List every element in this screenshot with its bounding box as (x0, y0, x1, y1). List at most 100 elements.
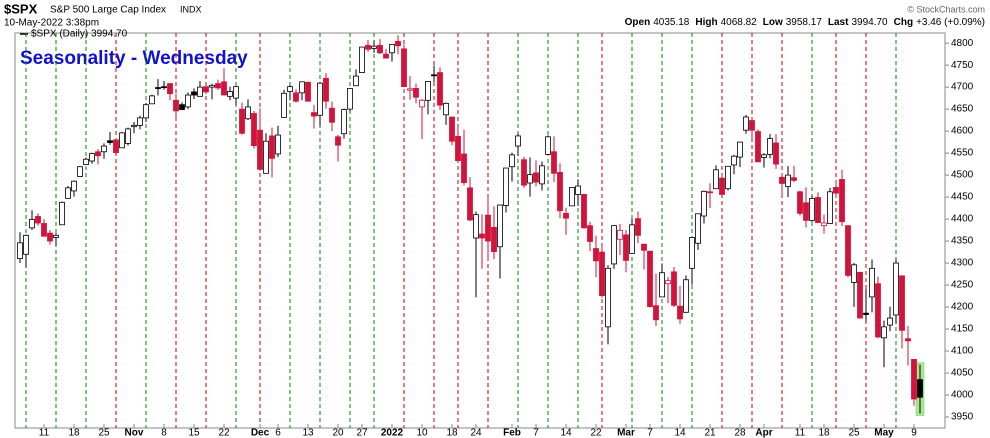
candle-body (173, 99, 179, 112)
quote-label: High (695, 17, 717, 28)
candle-body (395, 40, 401, 47)
candle-body (431, 74, 437, 77)
y-tick-label: 4200 (951, 302, 974, 313)
x-tick-label: 8 (161, 428, 167, 438)
y-tick-label: 4450 (951, 192, 974, 203)
credit: © StockCharts.com (907, 4, 985, 14)
quote-label: Chg (894, 17, 913, 28)
candle-body (533, 172, 539, 183)
candle-body (755, 131, 761, 163)
candle-body (803, 202, 809, 221)
candle-body (611, 225, 617, 265)
candle-body (47, 232, 53, 242)
x-tick-label: 9 (911, 428, 917, 438)
candle-body (299, 81, 305, 94)
candle-body (383, 53, 389, 59)
candle-body (701, 190, 707, 217)
y-tick-label: 4500 (951, 170, 974, 181)
candle-body (137, 117, 143, 126)
x-tick-label: 27 (356, 428, 368, 438)
candle-body (863, 312, 869, 315)
candle-body (545, 136, 551, 155)
candle-body (647, 250, 653, 307)
candle-body (767, 138, 773, 155)
candle-body (17, 242, 23, 260)
candle-body (515, 135, 521, 147)
x-tick-label: 28 (734, 428, 746, 438)
x-tick-label: 6 (275, 428, 281, 438)
candle-body (341, 109, 347, 135)
candle-body (539, 165, 545, 185)
x-tick-label: 22 (218, 428, 230, 438)
quote-value: 3958.17 (786, 17, 823, 28)
candle-body (893, 262, 899, 316)
candle-body (887, 317, 893, 326)
candle-body (59, 201, 65, 226)
x-tick-label: 25 (98, 428, 110, 438)
candle-body (509, 154, 515, 168)
candle-body (83, 158, 89, 165)
candle-body (41, 223, 47, 237)
exchange: INDX (180, 4, 202, 14)
candle-body (167, 83, 173, 95)
candle-body (89, 153, 95, 162)
x-tick-label: 20 (332, 428, 344, 438)
candle-body (713, 169, 719, 190)
candle-body (473, 214, 479, 239)
candle-body (119, 132, 125, 149)
candle-body (323, 77, 329, 102)
candle-body (503, 167, 509, 206)
candle-body (449, 116, 455, 142)
candle-body (839, 179, 845, 223)
candle-body (113, 139, 119, 154)
x-tick-label: 2022 (381, 428, 404, 438)
y-tick-label: 4400 (951, 214, 974, 225)
y-tick-label: 4800 (951, 38, 974, 49)
candle-body (557, 172, 563, 212)
y-tick-label: 4350 (951, 236, 974, 247)
candle-body (665, 280, 671, 285)
candle-body (125, 128, 131, 144)
candle-body (527, 174, 533, 184)
candle-body (689, 237, 695, 269)
candle-body (407, 88, 413, 91)
y-tick-label: 3950 (951, 412, 974, 423)
y-tick-label: 4100 (951, 346, 974, 357)
x-tick-label: 15 (188, 428, 200, 438)
y-tick-label: 4150 (951, 324, 974, 335)
candle-body (479, 233, 485, 239)
candle-body (203, 86, 209, 93)
candle-body (311, 112, 317, 117)
y-tick-label: 4300 (951, 258, 974, 269)
candle-body (629, 224, 635, 254)
candle-body (617, 230, 623, 240)
candle-body (731, 155, 737, 166)
candle-body (911, 358, 917, 400)
candle-body (71, 180, 77, 192)
candle-body (131, 124, 137, 128)
candle-body (239, 108, 245, 134)
candle-body (587, 225, 593, 242)
y-tick-label: 4700 (951, 82, 974, 93)
candle-body (785, 174, 791, 187)
candle-body (443, 102, 449, 116)
candle-body (179, 104, 185, 110)
candle-body (191, 91, 197, 96)
candle-body (185, 94, 191, 108)
quote-value: 3994.70 (851, 17, 888, 28)
candle-body (215, 83, 221, 89)
candle-body (425, 80, 431, 101)
candle-body (317, 82, 323, 116)
candle-body (161, 86, 167, 89)
candle-body (491, 227, 497, 253)
candle-body (671, 271, 677, 306)
candle-body (827, 191, 833, 224)
candle-body (23, 234, 29, 255)
x-tick-label: 25 (848, 428, 860, 438)
candle-body (749, 120, 755, 131)
candle-body (605, 267, 611, 328)
candle-body (581, 194, 587, 229)
candle-body (635, 218, 641, 236)
candle-body (35, 216, 41, 224)
